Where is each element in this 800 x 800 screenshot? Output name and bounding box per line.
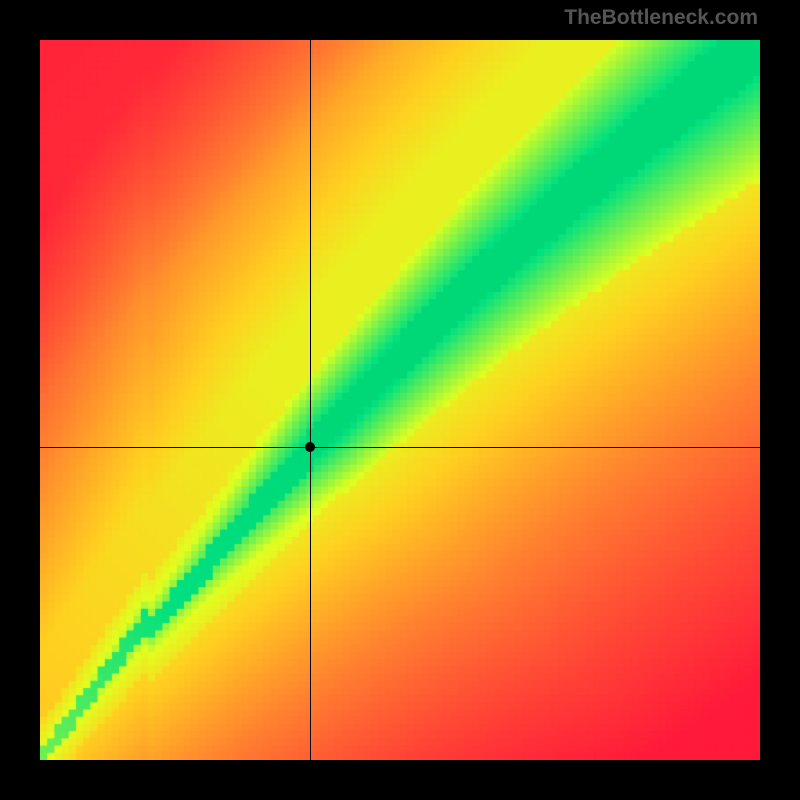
crosshair-horizontal xyxy=(40,447,760,448)
bottleneck-heatmap xyxy=(40,40,760,760)
plot-area xyxy=(40,40,760,760)
selection-marker xyxy=(305,442,315,452)
crosshair-vertical xyxy=(310,40,311,760)
watermark-text: TheBottleneck.com xyxy=(564,6,758,30)
